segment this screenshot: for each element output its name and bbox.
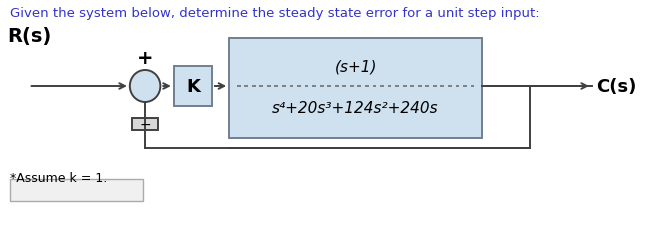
- Bar: [229, 39, 482, 138]
- Text: K: K: [186, 78, 200, 96]
- Bar: [174, 67, 212, 106]
- Text: R(s): R(s): [8, 27, 52, 46]
- Text: +: +: [137, 49, 153, 68]
- Text: Given the system below, determine the steady state error for a unit step input:: Given the system below, determine the st…: [10, 7, 539, 20]
- Text: *Assume k = 1.: *Assume k = 1.: [10, 171, 107, 184]
- Text: s⁴+20s³+124s²+240s: s⁴+20s³+124s²+240s: [272, 101, 439, 116]
- Bar: [10, 179, 143, 201]
- Bar: [132, 119, 159, 131]
- Circle shape: [130, 71, 160, 103]
- Text: C(s): C(s): [595, 78, 636, 96]
- Text: −: −: [140, 118, 151, 131]
- Text: (s+1): (s+1): [334, 59, 377, 74]
